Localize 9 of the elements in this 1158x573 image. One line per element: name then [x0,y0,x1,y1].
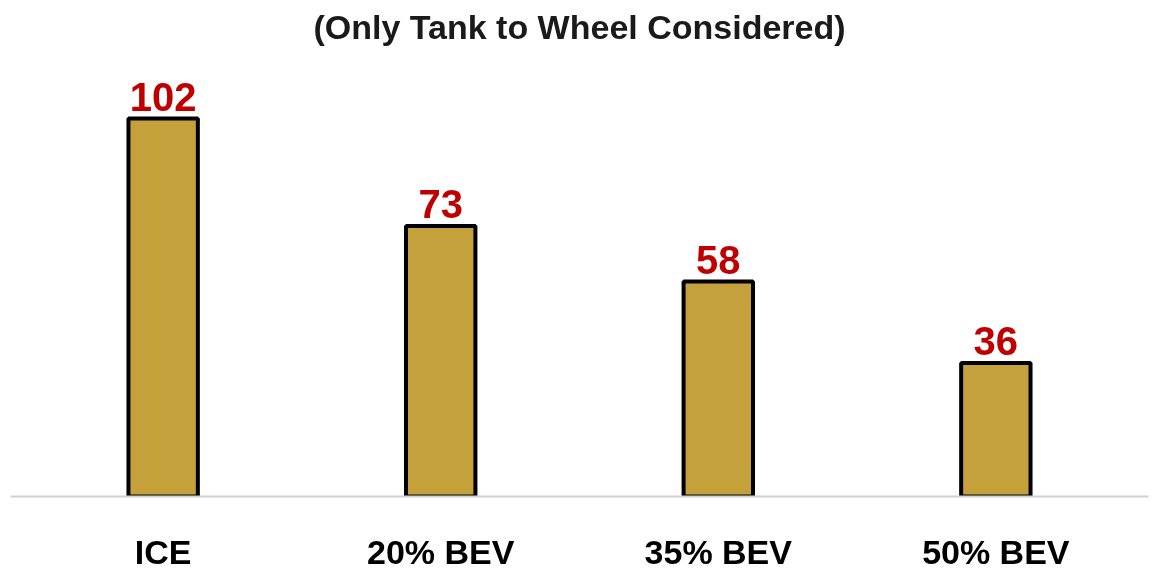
chart-title: (Only Tank to Wheel Considered) [313,7,846,46]
data-label: 36 [973,319,1019,364]
x-tick-label: 50% BEV [922,532,1070,571]
x-tick-label: 35% BEV [644,532,793,571]
data-label: 58 [696,237,741,282]
x-tick-label: 20% BEV [367,532,515,571]
data-label: 73 [418,181,463,226]
x-tick-label: ICE [134,532,192,571]
data-label: 102 [129,74,197,119]
